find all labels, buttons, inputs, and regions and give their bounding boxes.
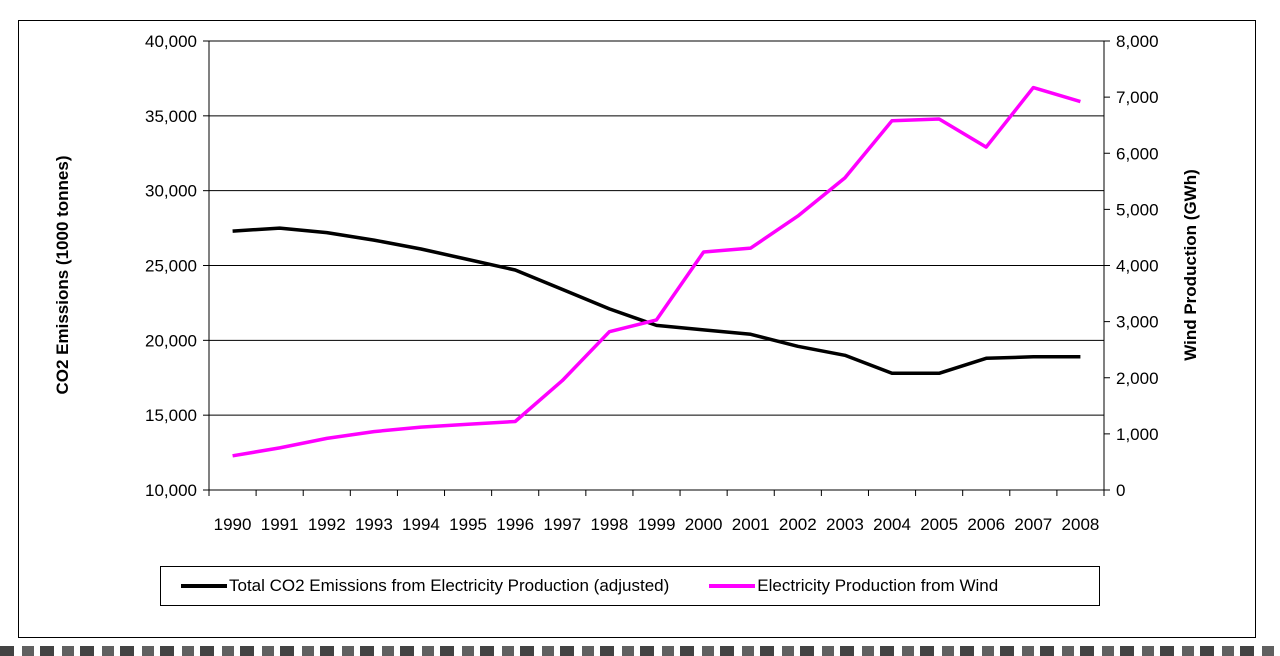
right-tick-label: 0 [1116, 481, 1125, 500]
left-tick-label: 20,000 [145, 331, 197, 350]
right-tick-label: 7,000 [1116, 88, 1159, 107]
x-tick-labels: 1990 1991 1992 1993 1994 1995 1996 1997 1998 1999… [214, 515, 1100, 534]
left-tick-label: 40,000 [145, 32, 197, 51]
legend-label-wind: Electricity Production from Wind [757, 576, 999, 595]
right-tick-label: 2,000 [1116, 369, 1159, 388]
x-tick-label: 1991 [261, 515, 299, 534]
legend-swatch-wind [709, 584, 756, 588]
x-tick-label: 1994 [402, 515, 440, 534]
right-tick-label: 6,000 [1116, 144, 1159, 163]
x-tick-label: 1997 [543, 515, 581, 534]
left-tick-label: 25,000 [145, 257, 197, 276]
x-tick-label: 2003 [826, 515, 864, 534]
left-tick-label: 15,000 [145, 406, 197, 425]
x-tick-label: 2001 [732, 515, 770, 534]
x-tick-label: 1996 [496, 515, 534, 534]
series-lines [232, 85, 1081, 458]
x-tick-label: 2002 [779, 515, 817, 534]
left-tick-label: 30,000 [145, 182, 197, 201]
left-tick-label: 35,000 [145, 107, 197, 126]
legend-swatch-co2 [181, 584, 227, 588]
legend-label-co2: Total CO2 Emissions from Electricity Pro… [229, 576, 670, 595]
legend-item-co2: Total CO2 Emissions from Electricity Pro… [181, 576, 669, 596]
left-tick-labels: 10,000 15,000 20,000 25,000 30,000 35,000 40,0… [145, 32, 197, 500]
x-tick-label: 2008 [1062, 515, 1100, 534]
series-line-co2 [232, 226, 1081, 376]
left-axis-title: CO2 Emissions (1000 tonnes) [53, 155, 72, 394]
right-axis-title: Wind Production (GWh) [1181, 169, 1200, 361]
right-tick-label: 1,000 [1116, 425, 1159, 444]
x-tick-label: 2004 [873, 515, 911, 534]
right-tick-label: 3,000 [1116, 313, 1159, 332]
gridlines [209, 40, 1104, 416]
x-tick-label: 2005 [920, 515, 958, 534]
x-tick-label: 1998 [590, 515, 628, 534]
series-line-wind [232, 85, 1081, 458]
x-tick-label: 1990 [214, 515, 252, 534]
legend-item-wind: Electricity Production from Wind [709, 576, 998, 596]
x-tick-label: 1992 [308, 515, 346, 534]
x-tick-label: 2007 [1014, 515, 1052, 534]
x-tick-label: 2000 [685, 515, 723, 534]
right-tick-labels: 0 1,000 2,000 3,000 4,000 5,000 6,000 7,000 8,00… [1116, 32, 1159, 500]
right-tick-label: 5,000 [1116, 200, 1159, 219]
right-tick-label: 8,000 [1116, 32, 1159, 51]
axes [203, 40, 1110, 496]
right-tick-label: 4,000 [1116, 257, 1159, 276]
cropped-caption-text [0, 646, 1280, 656]
x-tick-label: 1999 [638, 515, 676, 534]
x-tick-label: 2006 [967, 515, 1005, 534]
chart-frame [18, 20, 1256, 638]
x-tick-label: 1993 [355, 515, 393, 534]
x-tick-label: 1995 [449, 515, 487, 534]
left-tick-label: 10,000 [145, 481, 197, 500]
legend: Total CO2 Emissions from Electricity Pro… [160, 566, 1100, 606]
